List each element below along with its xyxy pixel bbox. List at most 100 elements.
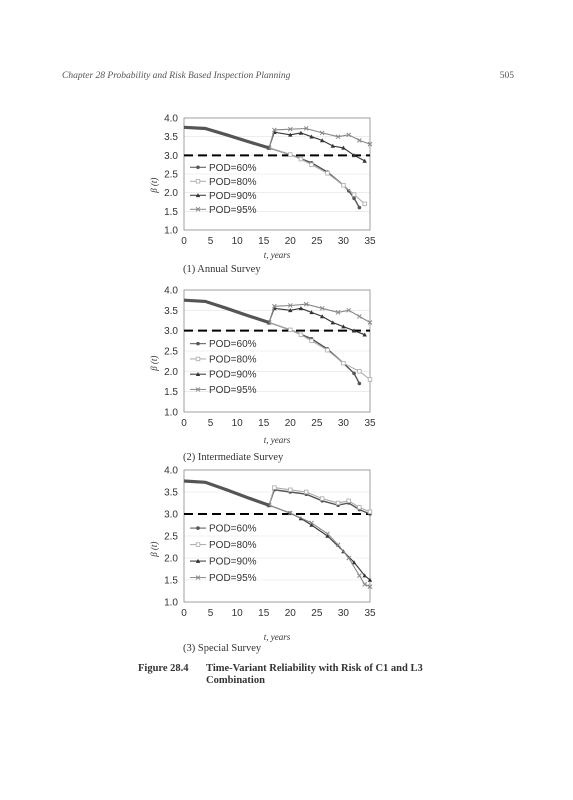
y-tick-label: 3.5 xyxy=(164,132,178,143)
data-point-4 xyxy=(303,126,309,131)
data-point-3 xyxy=(298,306,304,311)
data-point-3 xyxy=(330,320,335,325)
data-point-4 xyxy=(287,126,293,132)
running-title: Chapter 28 Probability and Risk Based In… xyxy=(62,71,291,81)
figure-label: Figure 28.4 xyxy=(138,663,189,674)
data-point-2 xyxy=(309,338,314,344)
legend-label: POD=90% xyxy=(209,370,257,381)
data-point-4 xyxy=(325,531,330,537)
y-tick-label: 3.0 xyxy=(164,151,178,162)
data-point-4 xyxy=(367,320,373,325)
data-point-3 xyxy=(367,577,373,582)
data-point-3 xyxy=(341,324,346,329)
y-tick-label: 1.5 xyxy=(164,387,178,398)
figure-title: Time-Variant Reliability with Risk of C1… xyxy=(206,663,423,686)
data-point-2 xyxy=(309,162,314,167)
x-tick-label: 20 xyxy=(285,418,297,429)
data-point-2 xyxy=(298,156,304,162)
legend-marker xyxy=(195,356,201,362)
y-tick-label: 1.0 xyxy=(164,598,178,609)
data-point-2 xyxy=(367,377,373,382)
legend-label: POD=80% xyxy=(209,177,257,188)
x-tick-label: 5 xyxy=(208,236,214,247)
data-point-4 xyxy=(271,303,277,309)
legend-label: POD=80% xyxy=(209,540,257,551)
data-point-4 xyxy=(362,582,368,587)
x-tick-label: 25 xyxy=(311,236,323,247)
x-tick-label: 25 xyxy=(311,608,323,619)
page-header: Chapter 28 Probability and Risk Based In… xyxy=(62,71,514,87)
data-point-2 xyxy=(319,496,325,501)
legend-marker xyxy=(195,558,201,563)
y-tick-label: 1.5 xyxy=(164,576,178,587)
y-tick-label: 1.0 xyxy=(164,408,178,419)
data-point-4 xyxy=(357,314,362,319)
data-point-4 xyxy=(287,510,293,516)
legend-marker xyxy=(195,371,201,376)
y-tick-label: 3.0 xyxy=(164,510,178,521)
chart-annual-survey: 1.0 1.5 2.0 2.5 3.0 3.5 4.0 0 5 10 15 20 25 30 35 β (t)… xyxy=(149,114,376,261)
data-point-2 xyxy=(357,505,362,510)
plot-frame xyxy=(183,117,371,231)
data-point-3 xyxy=(341,145,346,150)
x-tick-label: 15 xyxy=(258,236,270,247)
plot-frame xyxy=(183,289,371,413)
y-tick-label: 3.0 xyxy=(164,326,178,337)
data-point-3 xyxy=(319,314,325,319)
x-tick-label: 10 xyxy=(232,236,244,247)
caption-special-survey: (3) Special Survey xyxy=(183,643,262,654)
legend-label: POD=60% xyxy=(209,524,257,535)
y-tick-label: 2.0 xyxy=(164,554,178,565)
legend-marker xyxy=(195,179,201,184)
legend-marker xyxy=(195,206,201,212)
data-point-3 xyxy=(325,533,330,538)
y-tick-label: 4.0 xyxy=(164,466,178,477)
data-point-3 xyxy=(362,158,367,163)
x-tick-label: 25 xyxy=(311,418,323,429)
series-line-shared xyxy=(183,125,270,150)
legend-label: POD=90% xyxy=(209,191,257,202)
legend-marker xyxy=(196,526,200,530)
x-axis-title: t, years xyxy=(264,250,291,260)
data-point-4 xyxy=(271,127,277,133)
legend-label: POD=95% xyxy=(209,205,257,216)
data-point-3 xyxy=(288,308,293,313)
x-tick-label: 30 xyxy=(338,236,350,247)
x-tick-label: 35 xyxy=(364,236,376,247)
plot-frame xyxy=(183,469,371,603)
x-tick-label: 10 xyxy=(232,608,244,619)
series-line-3 xyxy=(183,299,365,336)
data-point-2 xyxy=(335,500,341,506)
legend-marker xyxy=(196,341,200,346)
x-tick-label: 30 xyxy=(338,608,350,619)
data-point-2 xyxy=(272,485,277,490)
data-point-2 xyxy=(288,152,293,157)
data-point-4 xyxy=(357,573,362,578)
data-point-3 xyxy=(298,130,304,135)
data-point-3 xyxy=(309,310,314,315)
data-point-4 xyxy=(309,520,314,526)
data-point-4 xyxy=(367,584,373,589)
legend-marker xyxy=(195,542,201,547)
data-point-4 xyxy=(319,130,325,136)
x-axis-title: t, years xyxy=(264,632,291,642)
x-tick-label: 30 xyxy=(338,418,350,429)
legend-marker xyxy=(195,575,201,580)
x-tick-label: 5 xyxy=(208,608,214,619)
y-tick-label: 4.0 xyxy=(164,286,178,297)
data-point-3 xyxy=(351,560,357,565)
data-point-2 xyxy=(304,489,309,495)
y-tick-label: 2.5 xyxy=(164,347,178,358)
data-point-1 xyxy=(357,205,362,210)
data-point-2 xyxy=(288,487,293,492)
data-point-2 xyxy=(341,361,346,366)
data-point-4 xyxy=(335,310,341,315)
data-point-3 xyxy=(351,153,357,158)
data-point-2 xyxy=(341,183,346,188)
data-point-4 xyxy=(303,301,309,307)
x-tick-label: 0 xyxy=(181,236,187,247)
data-point-4 xyxy=(287,303,293,308)
y-tick-label: 4.0 xyxy=(164,114,178,125)
legend-label: POD=60% xyxy=(209,163,257,174)
caption-annual-survey: (1) Annual Survey xyxy=(183,264,261,275)
